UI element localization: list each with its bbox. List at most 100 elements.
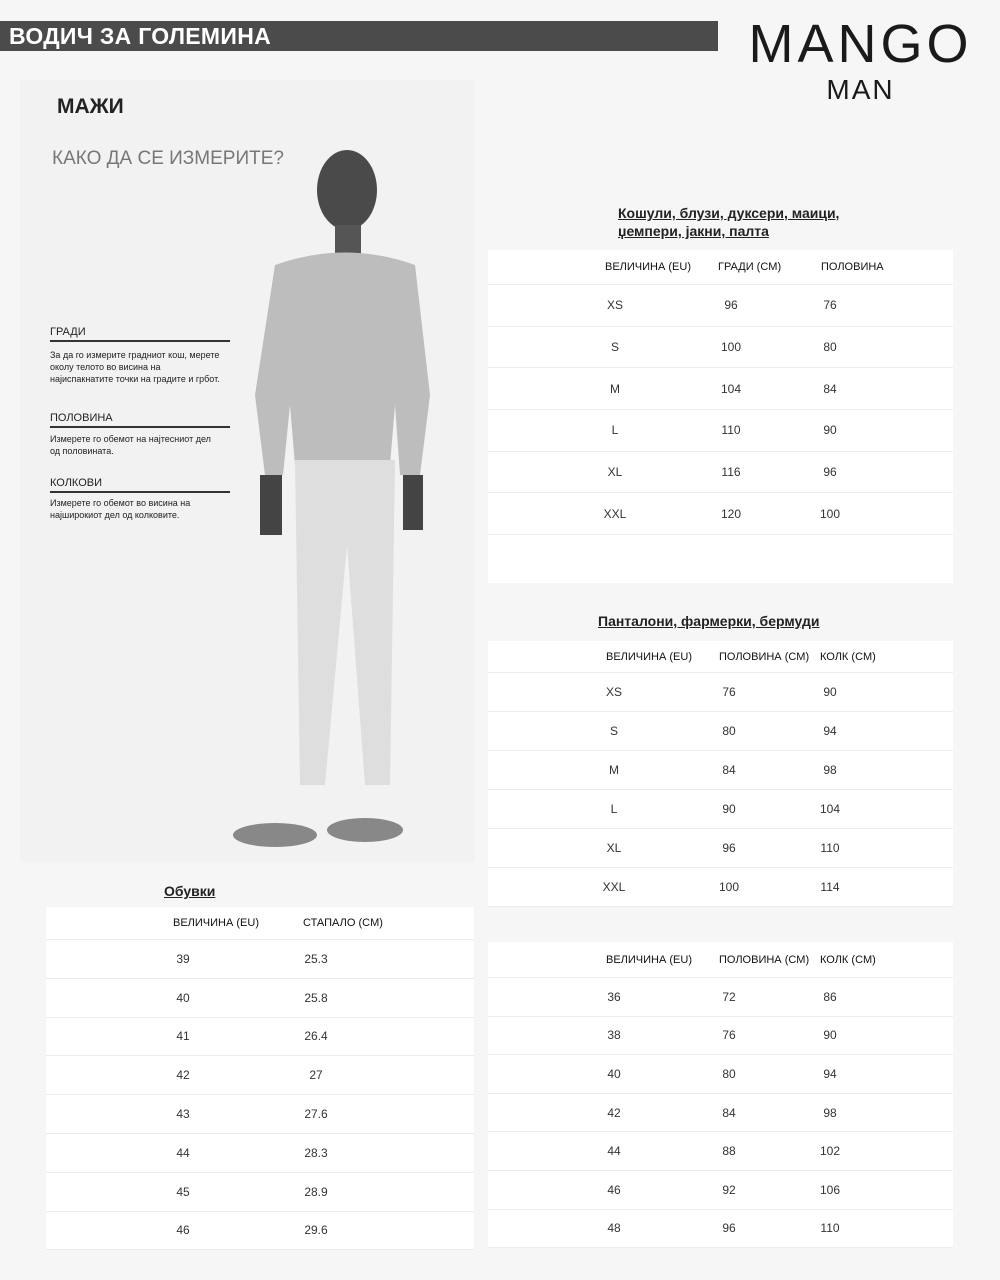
table-cell: 100 <box>819 506 841 521</box>
table-cell: 84 <box>823 381 837 396</box>
table-row: L 110 90 <box>488 410 953 452</box>
table-cell: 90 <box>823 423 837 438</box>
table-cell: XXL <box>602 880 626 894</box>
table-cell: XL <box>606 841 622 855</box>
model-photo <box>233 150 430 847</box>
table-cell: 28.3 <box>304 1145 328 1160</box>
table-row: XL 116 96 <box>488 452 953 494</box>
pants-size-table: ВЕЛИЧИНА (EU) ПОЛОВИНА (CM) КОЛК (CM) XS 76 9… <box>488 641 953 907</box>
table-header-row: ВЕЛИЧИНА (EU) ПОЛОВИНА (CM) КОЛК (CM) <box>488 942 953 978</box>
column-header: КОЛК (CM) <box>820 953 876 966</box>
table-cell: 120 <box>720 506 742 521</box>
table-cell: 86 <box>823 989 837 1004</box>
table-cell: 114 <box>820 880 840 894</box>
table-row: L 90 104 <box>488 790 953 829</box>
table-row: 45 28.9 <box>46 1173 474 1212</box>
table-cell: 72 <box>722 989 736 1004</box>
table-cell: 90 <box>823 1028 837 1043</box>
table-cell: XS <box>605 685 623 699</box>
table-cell: 90 <box>823 685 837 699</box>
table-cell: 27.6 <box>304 1107 328 1122</box>
pants-title: Панталони, фармерки, бермуди <box>598 613 820 629</box>
table-row: 38 76 90 <box>488 1017 953 1056</box>
table-cell: 98 <box>823 1105 837 1120</box>
section-heading-men: МАЖИ <box>57 95 124 118</box>
table-row: 46 92 106 <box>488 1171 953 1210</box>
table-cell: 26.4 <box>304 1029 328 1044</box>
table-cell: 38 <box>607 1028 621 1043</box>
column-header: СТАПАЛО (CM) <box>303 917 383 929</box>
table-row: S 100 80 <box>488 327 953 369</box>
table-cell: 96 <box>823 465 837 480</box>
how-to-measure-heading: КАКО ДА СЕ ИЗМЕРИТЕ? <box>52 148 284 169</box>
table-row: XXL 100 114 <box>488 868 953 907</box>
table-row: M 104 84 <box>488 368 953 411</box>
table-cell: 96 <box>722 1221 736 1236</box>
table-cell: S <box>609 724 619 738</box>
measure-desc-chest: За да го измерите градниот кош, мерете о… <box>50 350 220 384</box>
table-cell: XS <box>606 298 624 313</box>
column-header: ВЕЛИЧИНА (EU) <box>606 650 692 663</box>
table-row: XXL 120 100 <box>488 493 953 536</box>
table-cell: 84 <box>722 1105 736 1120</box>
table-cell: 46 <box>176 1223 190 1238</box>
table-cell: 116 <box>721 465 741 480</box>
table-row: 42 27 <box>46 1056 474 1096</box>
table-cell: 104 <box>819 802 841 816</box>
table-cell: 80 <box>823 340 837 355</box>
column-header: ПОЛОВИНА (CM) <box>719 953 810 966</box>
table-row: XS 76 90 <box>488 673 953 712</box>
table-cell: M <box>609 763 619 777</box>
table-cell: 40 <box>176 990 190 1005</box>
shirts-title-line2: џемпери, јакни, палта <box>618 223 769 239</box>
table-cell: 88 <box>722 1144 736 1159</box>
shirts-title: Кошули, блузи, дуксери, маици, џемпери, … <box>618 204 839 240</box>
table-cell: 94 <box>823 724 837 738</box>
table-cell: 44 <box>607 1144 621 1159</box>
mango-man-logo: MANGO MAN <box>728 14 993 106</box>
table-row: XS 96 76 <box>488 285 953 327</box>
table-cell: 27 <box>309 1068 323 1083</box>
table-cell: 84 <box>722 763 736 777</box>
size-guide-banner: ВОДИЧ ЗА ГОЛЕМИНА <box>0 21 718 51</box>
table-row: S 80 94 <box>488 712 953 751</box>
table-row: XL 96 110 <box>488 829 953 868</box>
table-cell: 104 <box>720 381 742 396</box>
table-row: 39 25.3 <box>46 940 474 979</box>
table-row: 36 72 86 <box>488 978 953 1017</box>
shirts-title-line1: Кошули, блузи, дуксери, маици, <box>618 205 840 221</box>
table-cell: 25.3 <box>304 951 328 966</box>
measure-label-hips: КОЛКОВИ <box>50 477 230 493</box>
table-cell: 29.6 <box>304 1223 328 1238</box>
measure-label-chest: ГРАДИ <box>50 326 230 342</box>
table-header-row: ВЕЛИЧИНА (EU) ГРАДИ (CM) ПОЛОВИНА <box>488 250 953 285</box>
table-row: 44 88 102 <box>488 1132 953 1171</box>
table-row: 43 27.6 <box>46 1095 474 1134</box>
column-header: ВЕЛИЧИНА (EU) <box>606 953 692 966</box>
table-cell: 102 <box>819 1144 841 1159</box>
table-cell: 92 <box>722 1182 736 1197</box>
table-cell: 110 <box>820 1221 840 1236</box>
pants-numeric-size-table: ВЕЛИЧИНА (EU) ПОЛОВИНА (CM) КОЛК (CM) 36 72 8… <box>488 942 953 1249</box>
table-cell: 42 <box>176 1068 190 1083</box>
table-cell: 48 <box>607 1221 621 1236</box>
table-row: 40 25.8 <box>46 979 474 1018</box>
table-cell: M <box>610 381 620 396</box>
table-cell: 43 <box>176 1107 190 1122</box>
table-cell: 28.9 <box>304 1184 328 1199</box>
table-cell: 42 <box>607 1105 621 1120</box>
column-header: ВЕЛИЧИНА (EU) <box>173 917 259 929</box>
table-cell: 96 <box>722 841 736 855</box>
shoes-title: Обувки <box>164 883 216 899</box>
shoes-size-table: ВЕЛИЧИНА (EU) СТАПАЛО (CM) 39 25.3 40 25.8 41 2… <box>46 907 474 1251</box>
table-cell: 46 <box>607 1182 621 1197</box>
column-header: ПОЛОВИНА (CM) <box>719 650 810 663</box>
table-cell: 39 <box>176 951 190 966</box>
table-cell: 98 <box>823 763 837 777</box>
measure-desc-waist: Измерете го обемот на најтесниот дел од … <box>50 434 211 456</box>
table-cell: 106 <box>819 1182 841 1197</box>
table-row: 44 28.3 <box>46 1134 474 1173</box>
table-cell: 90 <box>722 802 736 816</box>
table-cell: 45 <box>176 1184 190 1199</box>
table-cell: 110 <box>820 841 840 855</box>
